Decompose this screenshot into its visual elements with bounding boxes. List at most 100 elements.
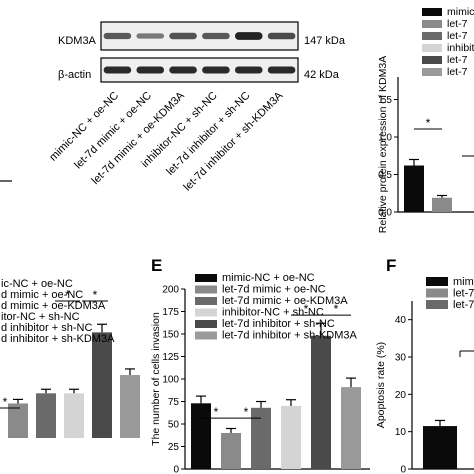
bar: [341, 387, 361, 469]
legend-entry: d inhibitor + sh-KDM3A: [1, 333, 115, 345]
legend-entry: inhibit: [447, 42, 474, 54]
legend-entry: let-7: [447, 66, 468, 78]
y-tick-label: 1.0: [378, 133, 392, 144]
legend-swatch: [422, 68, 442, 76]
sig-star: *: [304, 302, 309, 316]
bar: [221, 433, 241, 469]
bar: [311, 335, 331, 469]
y-tick-label: 50: [168, 420, 180, 431]
blot-band: [169, 32, 197, 40]
legend-entry: let-7d: [453, 299, 474, 311]
sig-star: *: [214, 405, 219, 419]
legend-swatch: [426, 277, 448, 286]
legend-swatch: [422, 32, 442, 40]
bar: [404, 165, 424, 212]
legend-swatch: [195, 331, 217, 340]
y-tick-label: 25: [168, 442, 180, 453]
legend-entry: let-7d mimic + oe-KDM3A: [222, 295, 348, 307]
legend-entry: d inhibitor + sh-NC: [1, 322, 92, 334]
blot-band: [234, 66, 263, 74]
blot-band: [103, 66, 132, 74]
blot-band: [136, 66, 165, 74]
legend-entry: let-7: [447, 54, 468, 66]
bar: [120, 375, 140, 438]
blot-band: [103, 32, 132, 40]
y-axis-label: Apoptosis rate (%): [375, 342, 387, 428]
y-tick-label: 0.5: [378, 170, 392, 181]
blot-label-kdm3a: KDM3A: [58, 35, 96, 47]
blot-strip-kdm3a: [100, 21, 299, 51]
legend-entry: d mimic + oe-NC: [1, 289, 83, 301]
sig-star: *: [334, 302, 339, 316]
y-tick-label: 0.0: [378, 208, 392, 219]
y-tick-label: 20: [395, 390, 407, 401]
bar: [64, 393, 84, 438]
y-axis-label: Relative protein expression of KDM3A: [377, 56, 389, 233]
blot-band: [136, 33, 165, 39]
legend-swatch: [422, 20, 442, 28]
y-tick-label: 150: [162, 330, 179, 341]
legend-entry: itor-NC + sh-NC: [1, 311, 80, 323]
legend-entry: let-7d: [453, 288, 474, 300]
legend-entry: let-7: [447, 18, 468, 30]
legend-entry: mimic: [447, 6, 474, 18]
sig-star: *: [244, 405, 249, 419]
bar: [423, 426, 457, 469]
legend-swatch: [195, 320, 217, 328]
legend-swatch: [426, 300, 448, 309]
blot-band: [202, 66, 230, 74]
legend-swatch: [195, 285, 217, 294]
chart-e: 0 25 50 75 100 125 150 175 200 The number of cell…: [150, 272, 370, 474]
legend-entry: let-7: [447, 30, 468, 42]
sig-star: *: [93, 288, 98, 302]
y-tick-label: 0: [400, 465, 406, 474]
y-tick-label: 10: [395, 427, 407, 438]
legend-swatch: [195, 308, 217, 317]
y-tick-label: 40: [395, 315, 407, 326]
blot-strip-actin: [100, 57, 299, 83]
y-axis-label: The number of cells invasion: [150, 312, 162, 446]
blot-band: [234, 32, 263, 40]
blot-band: [267, 32, 296, 40]
y-tick-label: 1.5: [378, 95, 392, 106]
y-tick-label: 125: [162, 352, 179, 363]
blot-band: [169, 66, 197, 74]
blot-size-actin: 42 kDa: [304, 69, 339, 81]
bar: [92, 332, 112, 438]
legend-entry: mimic: [453, 276, 474, 288]
legend-entry: let-7d inhibitor + sh-KDM3A: [222, 330, 357, 342]
legend-swatch: [422, 44, 442, 52]
legend-swatch: [422, 56, 442, 64]
legend-entry: let-7d mimic + oe-NC: [222, 284, 326, 296]
bar: [281, 406, 301, 469]
blot-band: [202, 32, 230, 40]
sig-star: *: [3, 395, 8, 409]
blot-label-actin: β-actin: [58, 69, 92, 81]
y-tick-label: 75: [168, 397, 180, 408]
chart-left: ic-NC + oe-NCd mimic + oe-NCd mimic + oe…: [0, 278, 140, 438]
y-tick-label: 200: [162, 285, 179, 296]
legend-swatch: [422, 8, 442, 16]
sig-star: *: [65, 288, 70, 302]
blot-size-kdm3a: 147 kDa: [304, 35, 345, 47]
y-tick-label: 100: [162, 375, 179, 386]
bar: [432, 197, 452, 212]
legend-swatch: [195, 297, 217, 305]
legend-entry: inhibitor-NC + sh-NC: [222, 307, 324, 319]
sig-star: *: [426, 116, 431, 130]
legend-swatch: [426, 288, 448, 298]
legend-swatch: [195, 274, 217, 282]
legend-entry: let-7d inhibitor + sh-NC: [222, 318, 335, 330]
y-tick-label: 175: [162, 307, 179, 318]
bar: [8, 403, 28, 438]
legend-entry: d mimic + oe-KDM3A: [1, 300, 106, 312]
bar: [191, 403, 211, 469]
y-tick-label: 0: [173, 465, 179, 474]
legend-entry: mimic-NC + oe-NC: [222, 272, 315, 284]
legend-entry: ic-NC + oe-NC: [1, 278, 73, 290]
y-tick-label: 30: [395, 353, 407, 364]
panel-label-e: E: [151, 256, 163, 275]
